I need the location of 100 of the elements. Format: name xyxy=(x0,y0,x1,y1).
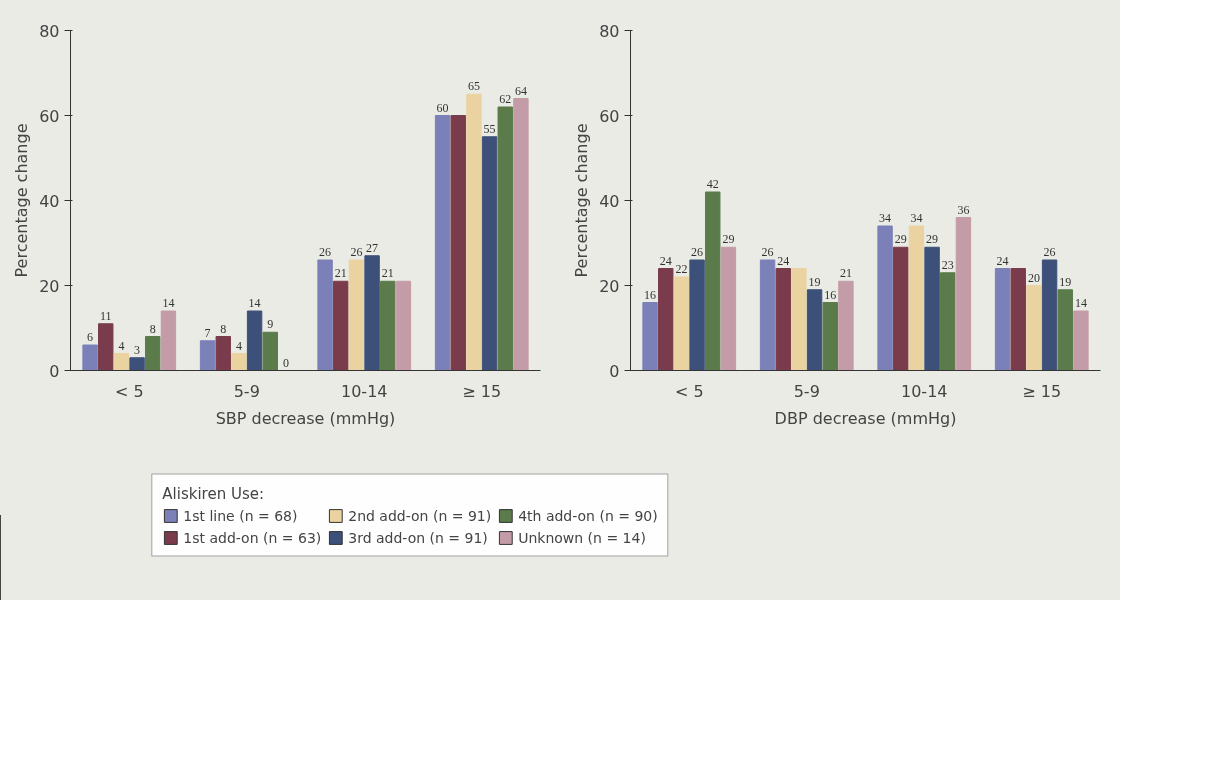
bar xyxy=(1041,259,1058,371)
bar xyxy=(395,280,412,371)
data-label: 24 xyxy=(996,253,1009,268)
data-label: 27 xyxy=(366,240,379,255)
data-label: 24 xyxy=(659,253,672,268)
bar xyxy=(822,302,838,371)
x-tick-label: ≥ 15 xyxy=(462,381,502,401)
data-label: 22 xyxy=(675,262,688,276)
data-label: 26 xyxy=(761,245,774,259)
bar xyxy=(82,344,98,371)
data-label: 14 xyxy=(162,296,175,310)
data-label: 34 xyxy=(910,211,923,225)
x-axis-title: SBP decrease (mmHg) xyxy=(215,408,396,428)
bar xyxy=(838,280,854,371)
y-tick-label: 40 xyxy=(599,191,620,211)
bar xyxy=(689,259,705,371)
x-tick-label: 5-9 xyxy=(233,381,260,401)
data-label: 60 xyxy=(436,100,449,115)
bar xyxy=(1073,310,1089,371)
bar xyxy=(215,336,231,371)
data-label: 14 xyxy=(1074,296,1087,310)
bar xyxy=(199,340,216,371)
bar xyxy=(364,255,380,371)
bar xyxy=(231,353,247,371)
bar xyxy=(262,331,278,371)
y-tick-label: 40 xyxy=(39,191,60,211)
bar xyxy=(673,276,690,371)
y-tick-label: 60 xyxy=(39,106,60,126)
bar xyxy=(246,310,263,371)
data-label: 4 xyxy=(235,338,242,353)
data-label: 21 xyxy=(334,266,347,281)
legend-label: 1st line (n = 68) xyxy=(183,507,299,524)
data-label: 9 xyxy=(267,317,274,332)
bar xyxy=(513,98,529,371)
y-axis-title: Percentage change xyxy=(572,123,592,278)
bar xyxy=(940,272,956,371)
data-label: 19 xyxy=(1059,274,1072,289)
data-label: 42 xyxy=(706,177,719,191)
data-label: 14 xyxy=(248,296,261,310)
bar xyxy=(434,115,451,371)
data-label: 3 xyxy=(134,342,141,357)
data-label: 26 xyxy=(350,245,363,259)
y-tick-label: 60 xyxy=(599,106,620,126)
data-label: 16 xyxy=(824,287,837,302)
data-label: 21 xyxy=(839,266,852,281)
x-tick-label: 10-14 xyxy=(901,381,948,401)
bar xyxy=(129,357,145,371)
data-label: 21 xyxy=(381,266,394,281)
bar xyxy=(1010,268,1026,371)
data-label: 55 xyxy=(483,121,496,136)
data-label: 36 xyxy=(957,202,970,217)
data-label: 26 xyxy=(319,245,332,259)
data-label: 7 xyxy=(204,325,211,340)
bar xyxy=(924,246,940,371)
legend-title: Aliskiren Use: xyxy=(162,484,265,503)
data-label: 23 xyxy=(941,257,954,272)
y-axis-title: Percentage change xyxy=(12,123,32,278)
bar xyxy=(720,246,737,371)
y-tick-label: 80 xyxy=(39,21,60,41)
data-label: 0 xyxy=(282,355,289,370)
bar xyxy=(113,353,130,371)
data-label: 20 xyxy=(1027,270,1040,285)
bar xyxy=(481,136,498,371)
bar xyxy=(806,289,823,371)
bar xyxy=(658,268,674,371)
y-tick-label: 20 xyxy=(599,276,620,296)
y-tick-label: 0 xyxy=(49,361,60,381)
x-tick-label: 5-9 xyxy=(793,381,820,401)
x-tick-label: < 5 xyxy=(114,381,144,401)
data-label: 16 xyxy=(644,287,657,302)
bar xyxy=(705,191,721,371)
bar xyxy=(955,217,972,371)
bar xyxy=(775,268,791,371)
bar xyxy=(877,225,893,371)
bar xyxy=(348,259,365,371)
legend-label: Unknown (n = 14) xyxy=(518,529,646,546)
bar xyxy=(1057,289,1073,371)
data-label: 26 xyxy=(1043,245,1056,259)
data-label: 11 xyxy=(99,308,112,323)
data-label: 64 xyxy=(514,83,527,98)
x-axis-title: DBP decrease (mmHg) xyxy=(774,408,957,428)
x-tick-label: < 5 xyxy=(674,381,704,401)
y-tick-label: 20 xyxy=(39,276,60,296)
data-label: 26 xyxy=(691,245,704,259)
legend-label: 4th add-on (n = 90) xyxy=(518,507,658,524)
data-label: 24 xyxy=(777,253,790,268)
data-label: 62 xyxy=(499,92,512,106)
bar xyxy=(893,246,909,371)
data-label: 29 xyxy=(722,232,735,247)
data-label: 8 xyxy=(149,321,156,336)
bar xyxy=(380,280,396,371)
y-tick-label: 0 xyxy=(609,361,620,381)
bar xyxy=(642,302,658,371)
data-label: 8 xyxy=(220,321,227,336)
bar xyxy=(333,280,349,371)
bar xyxy=(908,225,925,371)
legend-label: 2nd add-on (n = 91) xyxy=(348,507,492,524)
legend-label: 1st add-on (n = 63) xyxy=(183,529,322,546)
bar xyxy=(317,259,333,371)
data-label: 29 xyxy=(894,232,907,247)
